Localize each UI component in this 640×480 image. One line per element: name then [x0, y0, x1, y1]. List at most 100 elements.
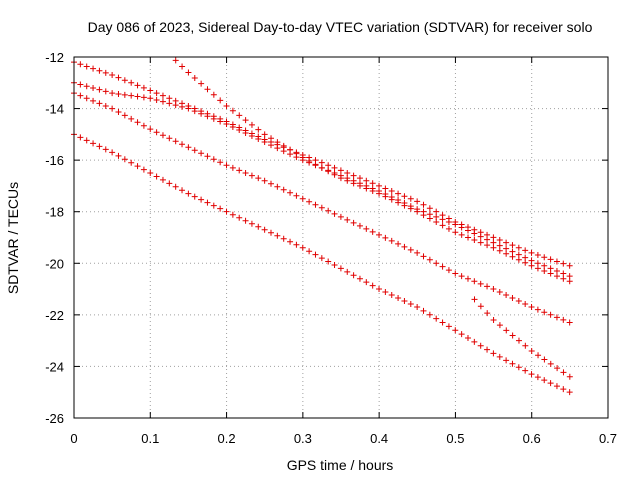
- data-point: [439, 216, 446, 223]
- data-point: [140, 122, 147, 129]
- data-point: [293, 241, 300, 248]
- data-point: [490, 286, 497, 293]
- data-point: [515, 251, 522, 258]
- data-point: [248, 172, 255, 179]
- data-point: [566, 262, 573, 269]
- x-tick-label: 0.6: [523, 431, 541, 446]
- data-point: [90, 65, 97, 72]
- data-point: [414, 249, 421, 256]
- data-point: [534, 265, 541, 272]
- data-point: [541, 254, 548, 261]
- x-tick-label: 0.7: [599, 431, 617, 446]
- data-point: [306, 248, 313, 255]
- data-point: [356, 175, 363, 182]
- data-point: [369, 188, 376, 195]
- data-point: [179, 63, 186, 70]
- data-point: [560, 386, 567, 393]
- data-point: [541, 262, 548, 269]
- data-point: [204, 153, 211, 160]
- data-point: [503, 245, 510, 252]
- data-point: [534, 260, 541, 267]
- data-point: [452, 229, 459, 236]
- chart-title: Day 086 of 2023, Sidereal Day-to-day VTE…: [88, 19, 593, 35]
- data-point: [541, 356, 548, 363]
- y-tick-label: -26: [45, 411, 64, 426]
- data-point: [293, 150, 300, 157]
- data-point: [547, 360, 554, 367]
- data-point: [522, 259, 529, 266]
- series-sat-b: [71, 79, 573, 280]
- data-point: [464, 334, 471, 341]
- data-point: [172, 183, 179, 190]
- data-point: [318, 255, 325, 262]
- data-point: [179, 103, 186, 110]
- data-point: [331, 164, 338, 171]
- data-point: [395, 190, 402, 197]
- data-point: [395, 295, 402, 302]
- data-point: [217, 205, 224, 212]
- data-point: [185, 190, 192, 197]
- data-point: [452, 221, 459, 228]
- data-point: [566, 319, 573, 326]
- data-point: [325, 207, 332, 214]
- data-point: [541, 309, 548, 316]
- data-point: [159, 132, 166, 139]
- data-point: [433, 218, 440, 225]
- data-point: [465, 234, 472, 241]
- data-point: [439, 263, 446, 270]
- y-tick-label: -12: [45, 50, 64, 65]
- data-point: [528, 262, 535, 269]
- data-point: [102, 146, 109, 153]
- data-point: [223, 208, 230, 215]
- data-point: [541, 377, 548, 384]
- data-point: [445, 225, 452, 232]
- data-point: [134, 93, 141, 100]
- data-point: [204, 86, 211, 93]
- data-point: [560, 270, 567, 277]
- data-point: [280, 186, 287, 193]
- data-point: [179, 141, 186, 148]
- data-point: [274, 145, 281, 152]
- data-point: [96, 86, 103, 93]
- data-point: [534, 374, 541, 381]
- x-tick-label: 0.1: [141, 431, 159, 446]
- data-point: [477, 342, 484, 349]
- data-point: [217, 159, 224, 166]
- data-point: [337, 265, 344, 272]
- x-tick-label: 0.2: [218, 431, 236, 446]
- data-point: [90, 97, 97, 104]
- data-point: [560, 369, 567, 376]
- data-point: [388, 188, 395, 195]
- data-point: [509, 332, 516, 339]
- data-point: [274, 183, 281, 190]
- data-point: [363, 185, 370, 192]
- data-point: [147, 95, 154, 102]
- data-point: [490, 234, 497, 241]
- data-point: [433, 208, 440, 215]
- data-point: [147, 87, 154, 94]
- data-point: [503, 292, 510, 299]
- data-point: [560, 260, 567, 267]
- x-axis-label: GPS time / hours: [287, 457, 394, 473]
- data-point: [248, 121, 255, 128]
- data-point: [179, 187, 186, 194]
- data-point: [166, 100, 173, 107]
- data-point: [363, 225, 370, 232]
- data-point: [547, 270, 554, 277]
- data-point: [331, 210, 338, 217]
- data-point: [509, 242, 516, 249]
- data-point: [350, 180, 357, 187]
- data-point: [96, 67, 103, 74]
- data-point: [147, 126, 154, 133]
- data-point: [287, 146, 294, 153]
- data-point: [121, 91, 128, 98]
- data-point: [210, 202, 217, 209]
- data-point: [382, 234, 389, 241]
- data-point: [528, 304, 535, 311]
- data-point: [109, 105, 116, 112]
- data-point: [566, 389, 573, 396]
- data-point: [229, 211, 236, 218]
- data-point: [121, 77, 128, 84]
- data-point: [522, 301, 529, 308]
